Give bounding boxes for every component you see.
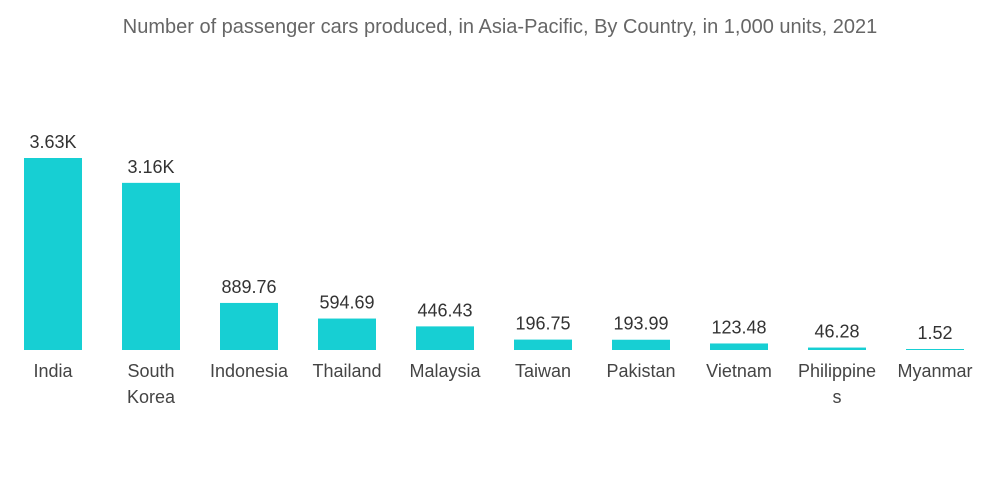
value-label-pakistan: 193.99	[613, 314, 668, 334]
value-label-vietnam: 123.48	[711, 317, 766, 337]
value-label-indonesia: 889.76	[221, 277, 276, 297]
category-label-myanmar: Myanmar	[897, 361, 972, 381]
bar-taiwan	[514, 339, 572, 350]
value-label-south-korea: 3.16K	[127, 157, 174, 177]
bar-indonesia	[220, 302, 278, 350]
value-label-india: 3.63K	[29, 132, 76, 152]
category-label-south-korea-line-2: Korea	[127, 387, 176, 407]
bar-vietnam	[710, 343, 768, 350]
category-label-vietnam: Vietnam	[706, 361, 772, 381]
category-label-thailand: Thailand	[312, 361, 381, 381]
bar-south-korea	[122, 182, 180, 350]
value-label-malaysia: 446.43	[417, 300, 472, 320]
chart-title: Number of passenger cars produced, in As…	[122, 16, 878, 38]
category-label-taiwan: Taiwan	[515, 361, 571, 381]
category-label-pakistan: Pakistan	[606, 361, 675, 381]
category-label-philippines-line-2: s	[833, 387, 842, 407]
category-label-south-korea-line-1: South	[127, 361, 174, 381]
bar-pakistan	[612, 339, 670, 350]
value-label-taiwan: 196.75	[515, 314, 570, 334]
value-label-philippines: 46.28	[814, 322, 859, 342]
category-label-india: India	[33, 361, 73, 381]
bar-malaysia	[416, 326, 474, 350]
category-label-indonesia: Indonesia	[210, 361, 289, 381]
bar-myanmar	[906, 349, 964, 350]
bar-philippines	[808, 347, 866, 350]
category-label-philippines-line-1: Philippine	[798, 361, 876, 381]
bar-thailand	[318, 318, 376, 350]
value-label-myanmar: 1.52	[917, 323, 952, 343]
value-label-thailand: 594.69	[319, 293, 374, 313]
category-label-malaysia: Malaysia	[409, 361, 481, 381]
bar-india	[24, 158, 82, 350]
